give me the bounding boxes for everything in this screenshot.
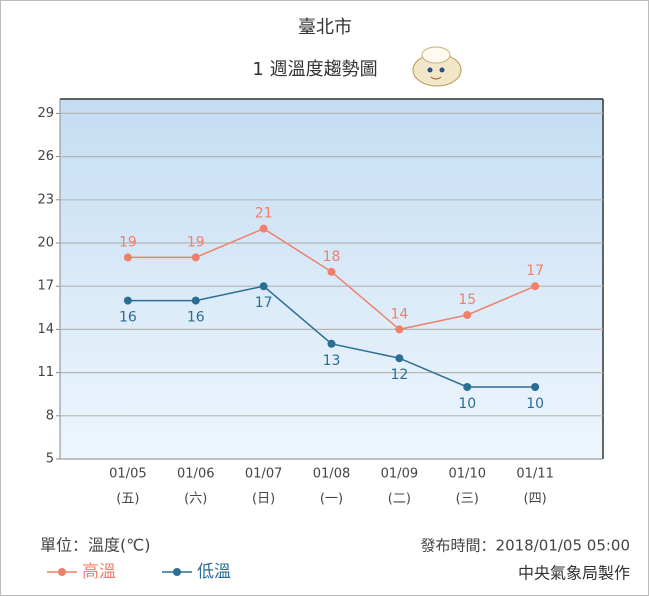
data-label: 17 xyxy=(255,295,273,311)
y-tick-label: 20 xyxy=(37,236,54,251)
point xyxy=(191,296,200,305)
point xyxy=(531,383,540,391)
data-label: 14 xyxy=(390,306,408,322)
point xyxy=(191,253,200,262)
x-tick-sublabel: (二) xyxy=(388,492,411,507)
x-tick-label: 01/08 xyxy=(313,467,350,482)
x-tick-sublabel: (三) xyxy=(456,492,479,507)
x-tick-sublabel: (五) xyxy=(116,492,139,507)
x-tick-sublabel: (一) xyxy=(320,492,343,507)
data-label: 17 xyxy=(526,263,544,279)
x-tick-sublabel: (四) xyxy=(524,492,547,507)
point xyxy=(531,282,540,291)
data-label: 10 xyxy=(458,396,476,412)
y-tick-label: 23 xyxy=(37,192,54,207)
data-label: 10 xyxy=(526,396,544,412)
x-tick-label: 01/06 xyxy=(177,467,214,482)
y-tick-label: 5 xyxy=(46,452,54,467)
unit-label: 單位：溫度(℃) xyxy=(40,536,150,555)
data-label: 12 xyxy=(390,367,408,383)
y-tick-label: 11 xyxy=(37,365,54,380)
chart-subtitle: 1 週溫度趨勢圖 xyxy=(252,59,377,80)
y-tick-label: 14 xyxy=(37,322,54,337)
data-label: 19 xyxy=(187,234,205,250)
y-tick-label: 8 xyxy=(46,408,54,423)
legend-marker xyxy=(173,568,181,576)
point xyxy=(463,383,472,391)
x-tick-label: 01/10 xyxy=(449,467,486,482)
point xyxy=(395,325,404,334)
x-tick-label: 01/05 xyxy=(109,467,146,482)
data-label: 18 xyxy=(323,249,341,265)
data-label: 16 xyxy=(187,310,205,326)
point xyxy=(123,253,132,262)
chart-title: 臺北市 xyxy=(298,17,352,38)
x-tick-sublabel: (日) xyxy=(252,492,275,507)
plot-area xyxy=(60,99,603,459)
point xyxy=(463,311,472,319)
point xyxy=(395,354,404,363)
data-label: 21 xyxy=(255,206,273,222)
data-label: 13 xyxy=(323,353,341,369)
point xyxy=(123,296,132,305)
source: 中央氣象局製作 xyxy=(518,564,630,583)
point xyxy=(259,282,268,291)
issued-time: 發布時間：2018/01/05 05:00 xyxy=(421,537,630,555)
data-label: 16 xyxy=(119,310,137,326)
y-tick-label: 17 xyxy=(37,279,54,294)
legend-marker xyxy=(58,568,66,576)
y-tick-label: 26 xyxy=(37,149,54,164)
data-label: 15 xyxy=(458,292,476,308)
x-tick-label: 01/07 xyxy=(245,467,282,482)
data-label: 19 xyxy=(119,234,137,250)
point xyxy=(259,224,268,233)
x-tick-sublabel: (六) xyxy=(184,492,207,507)
x-tick-label: 01/11 xyxy=(516,467,553,482)
y-tick-label: 29 xyxy=(37,106,54,121)
legend-label: 低溫 xyxy=(197,562,231,582)
point xyxy=(327,267,336,276)
mascot xyxy=(412,46,462,87)
x-tick-label: 01/09 xyxy=(381,467,418,482)
point xyxy=(327,339,336,348)
legend-label: 高溫 xyxy=(82,562,116,582)
